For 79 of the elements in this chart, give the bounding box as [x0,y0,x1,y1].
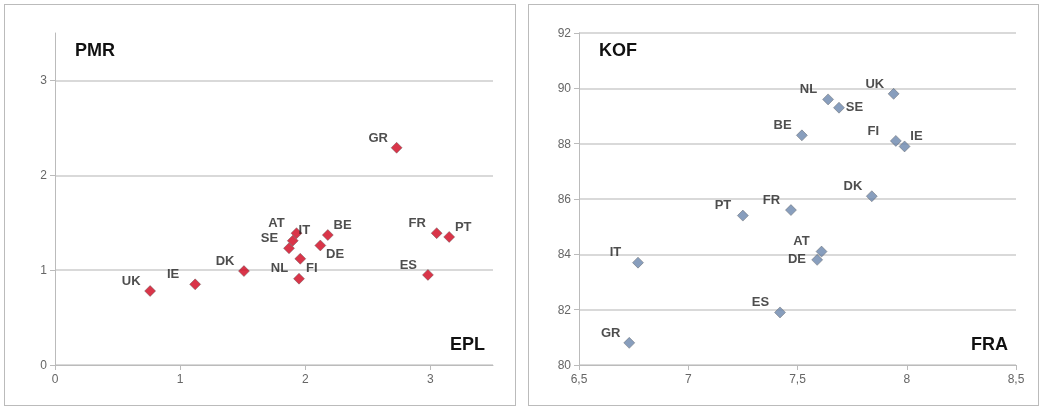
point [737,209,749,222]
point [294,253,307,265]
x-axis-title: FRA [971,334,1009,354]
point [887,88,900,100]
x-tick-label: 8,5 [1007,372,1025,386]
data-label: AT [268,214,285,230]
data-label: ES [751,294,770,310]
data-label: PT [714,197,732,213]
data-label: ES [399,256,418,272]
point [322,229,334,241]
y-tick-label: 82 [557,302,572,317]
data-label: BE [333,216,352,232]
data-label: UK [865,75,885,91]
point [443,231,455,243]
point [287,234,299,247]
data-label: DK [843,177,863,193]
y-tick-label: 88 [557,136,572,151]
data-label: SE [845,98,864,114]
y-tick-label: 1 [40,263,48,278]
y-tick-label: 92 [557,26,572,40]
data-label: IE [910,128,923,144]
x-tick-label: 8 [903,372,911,386]
point [815,245,828,258]
data-label: FR [408,214,427,230]
point [189,278,201,291]
data-label: DE [787,251,807,267]
point [238,265,250,277]
x-tick-label: 2 [301,372,309,386]
data-label: BE [773,117,793,133]
x-tick-label: 7,5 [789,372,807,386]
point [898,140,911,153]
data-label: FR [762,191,781,207]
y-tick-label: 80 [557,358,572,372]
data-label: DK [215,252,236,268]
data-label: AT [793,233,810,249]
point [623,337,635,349]
y-tick-label: 3 [40,73,48,88]
y-tick-label: 86 [557,192,572,206]
point [890,135,902,147]
point [293,272,305,285]
data-label: UK [121,272,142,288]
y-tick-label: 84 [557,247,572,262]
point [390,142,403,154]
point [811,254,823,266]
x-tick-label: 7 [684,372,692,386]
point [422,269,434,281]
point [785,204,797,216]
data-label: GR [601,324,622,340]
point [314,239,327,252]
y-tick-label: 0 [40,358,48,372]
data-label: DE [326,246,345,262]
point [822,93,834,106]
y-axis-title: KOF [599,40,637,60]
point [833,101,845,114]
point [796,129,808,142]
data-label: SE [260,230,279,246]
point [430,227,443,239]
data-label: IT [298,222,311,238]
x-tick-label: 6,5 [570,372,588,386]
y-axis-title: PMR [75,40,115,60]
data-label: FI [306,259,318,275]
x-tick-label: 0 [51,372,59,386]
data-label: IE [166,266,180,282]
y-tick-label: 2 [40,168,48,183]
data-label: NL [799,81,818,97]
x-axis-title: EPL [449,334,486,354]
point [144,285,156,297]
point [866,190,878,202]
x-tick-label: 3 [427,372,435,386]
point [632,256,644,269]
x-tick-label: 1 [176,372,184,386]
data-label: IT [609,244,622,260]
point [774,306,786,319]
y-tick-label: 90 [557,81,572,96]
data-label: NL [270,260,289,276]
data-label: GR [368,129,389,145]
data-label: FI [867,122,880,138]
data-label: PT [454,218,472,234]
point [283,242,295,255]
